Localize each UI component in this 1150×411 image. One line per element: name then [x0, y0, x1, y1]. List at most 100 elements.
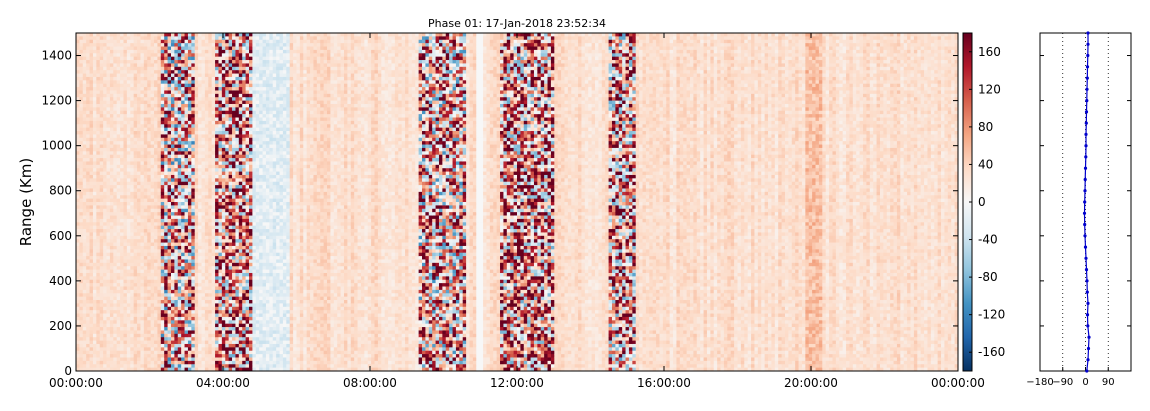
heatmap-cell: [198, 256, 202, 260]
heatmap-cell: [218, 181, 223, 186]
heatmap-cell: [126, 185, 131, 189]
heatmap-cell: [238, 141, 243, 145]
heatmap-cell: [198, 63, 202, 68]
heatmap-cell: [211, 330, 216, 335]
heatmap-cell: [221, 262, 226, 267]
heatmap-cell: [99, 306, 104, 311]
heatmap-cell: [215, 262, 219, 267]
heatmap-cell: [184, 293, 189, 298]
heatmap-cell: [106, 340, 111, 345]
heatmap-cell: [221, 147, 226, 152]
heatmap-cell: [211, 354, 216, 358]
heatmap-cell: [130, 181, 135, 186]
heatmap-cell: [147, 300, 152, 304]
heatmap-cell: [242, 239, 247, 243]
heatmap-cell: [242, 181, 247, 186]
heatmap-cell: [225, 212, 230, 216]
heatmap-cell: [177, 367, 182, 372]
heatmap-cell: [133, 364, 138, 369]
heatmap-cell: [218, 229, 223, 233]
heatmap-cell: [109, 354, 114, 358]
heatmap-cell: [208, 269, 213, 274]
heatmap-cell: [167, 131, 172, 135]
heatmap-cell: [157, 327, 162, 331]
heatmap-cell: [82, 56, 87, 61]
heatmap-cell: [232, 239, 236, 243]
heatmap-cell: [103, 212, 107, 216]
heatmap-cell: [133, 164, 138, 169]
heatmap-cell: [92, 178, 97, 183]
heatmap-cell: [79, 208, 84, 213]
heatmap-cell: [164, 367, 168, 372]
heatmap-cell: [123, 188, 128, 193]
heatmap-cell: [96, 245, 101, 250]
heatmap-cell: [164, 276, 168, 281]
heatmap-cell: [184, 239, 189, 243]
heatmap-cell: [113, 316, 118, 321]
heatmap-cell: [140, 215, 145, 220]
heatmap-cell: [106, 272, 111, 277]
heatmap-cell: [235, 161, 240, 166]
heatmap-cell: [201, 340, 206, 345]
heatmap-cell: [133, 188, 138, 193]
heatmap-cell: [116, 39, 121, 44]
heatmap-cell: [123, 144, 128, 149]
heatmap-cell: [181, 272, 185, 277]
heatmap-cell: [208, 56, 213, 61]
heatmap-cell: [157, 127, 162, 132]
heatmap-cell: [221, 252, 226, 257]
heatmap-cell: [130, 80, 135, 85]
heatmap-cell: [198, 225, 202, 230]
heatmap-cell: [232, 269, 236, 274]
heatmap-cell: [191, 235, 196, 240]
heatmap-cell: [86, 181, 90, 186]
heatmap-cell: [76, 343, 80, 348]
heatmap-cell: [116, 269, 121, 274]
heatmap-cell: [235, 313, 240, 318]
heatmap-cell: [225, 316, 230, 321]
heatmap-cell: [191, 222, 196, 227]
heatmap-cell: [157, 272, 162, 277]
heatmap-cell: [103, 90, 107, 95]
heatmap-cell: [201, 212, 206, 216]
heatmap-cell: [113, 110, 118, 115]
heatmap-cell: [204, 300, 209, 304]
heatmap-cell: [157, 36, 162, 41]
heatmap-cell: [89, 364, 94, 369]
heatmap-cell: [99, 303, 104, 308]
heatmap-cell: [181, 202, 185, 206]
heatmap-cell: [140, 73, 145, 78]
heatmap-cell: [147, 279, 152, 284]
heatmap-cell: [133, 110, 138, 115]
heatmap-cell: [198, 33, 202, 37]
heatmap-cell: [133, 323, 138, 328]
heatmap-cell: [99, 252, 104, 257]
heatmap-cell: [208, 171, 213, 176]
heatmap-cell: [181, 249, 185, 254]
heatmap-cell: [157, 235, 162, 240]
heatmap-cell: [232, 205, 236, 210]
heatmap-cell: [235, 343, 240, 348]
heatmap-cell: [133, 127, 138, 132]
heatmap-cell: [238, 229, 243, 233]
heatmap-cell: [187, 188, 192, 193]
heatmap-cell: [198, 320, 202, 325]
heatmap-cell: [215, 191, 219, 196]
heatmap-cell: [184, 357, 189, 362]
heatmap-cell: [228, 76, 233, 81]
heatmap-cell: [126, 289, 131, 294]
heatmap-cell: [184, 185, 189, 189]
heatmap-cell: [113, 347, 118, 352]
heatmap-cell: [198, 218, 202, 223]
heatmap-cell: [191, 87, 196, 91]
heatmap-cell: [225, 333, 230, 338]
heatmap-cell: [99, 53, 104, 58]
heatmap-cell: [147, 232, 152, 237]
heatmap-cell: [109, 357, 114, 362]
heatmap-cell: [164, 80, 168, 85]
heatmap-cell: [130, 245, 135, 250]
heatmap-cell: [211, 39, 216, 44]
heatmap-cell: [154, 337, 158, 341]
heatmap-cell: [126, 212, 131, 216]
heatmap-cell: [174, 141, 179, 145]
